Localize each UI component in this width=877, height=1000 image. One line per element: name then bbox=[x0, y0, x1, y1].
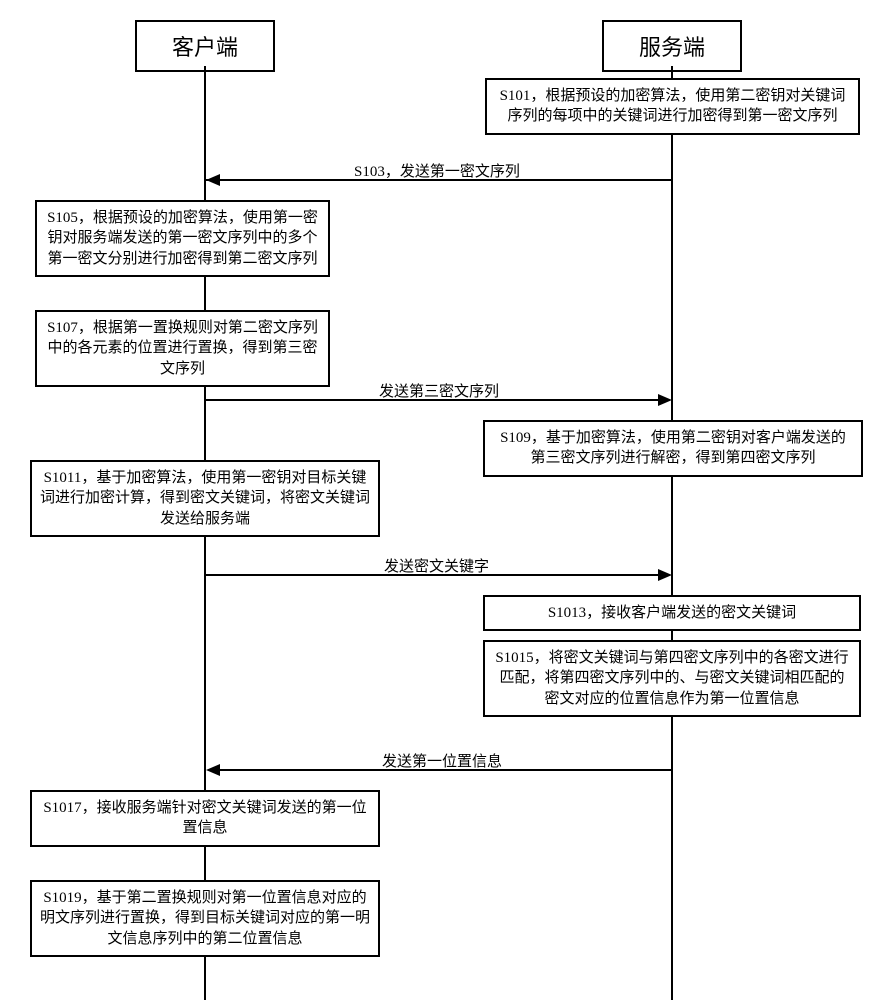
arrowhead-send3 bbox=[658, 394, 672, 406]
step-s105-text: S105，根据预设的加密算法，使用第一密钥对服务端发送的第一密文序列中的多个第一… bbox=[47, 210, 318, 267]
step-s1013-text: S1013，接收客户端发送的密文关键词 bbox=[548, 605, 796, 621]
arrowhead-send-pos bbox=[206, 764, 220, 776]
step-s1015: S1015，将密文关键词与第四密文序列中的各密文进行匹配，将第四密文序列中的、与… bbox=[483, 640, 861, 717]
msg-label-send-pos-text: 发送第一位置信息 bbox=[382, 754, 502, 770]
msg-label-s103: S103，发送第一密文序列 bbox=[350, 160, 524, 181]
msg-label-send3: 发送第三密文序列 bbox=[375, 380, 503, 401]
step-s105: S105，根据预设的加密算法，使用第一密钥对服务端发送的第一密文序列中的多个第一… bbox=[35, 200, 330, 277]
step-s1015-text: S1015，将密文关键词与第四密文序列中的各密文进行匹配，将第四密文序列中的、与… bbox=[495, 650, 848, 707]
lane-header-client: 客户端 bbox=[135, 20, 275, 72]
step-s107-text: S107，根据第一置换规则对第二密文序列中的各元素的位置进行置换，得到第三密文序… bbox=[47, 320, 318, 377]
step-s1013: S1013，接收客户端发送的密文关键词 bbox=[483, 595, 861, 631]
lifeline-server bbox=[671, 66, 673, 1000]
step-s101-text: S101，根据预设的加密算法，使用第二密钥对关键词序列的每项中的关键词进行加密得… bbox=[500, 88, 846, 124]
lane-header-client-label: 客户端 bbox=[172, 35, 238, 60]
arrowhead-s103 bbox=[206, 174, 220, 186]
step-s101: S101，根据预设的加密算法，使用第二密钥对关键词序列的每项中的关键词进行加密得… bbox=[485, 78, 860, 135]
msg-label-send-keyword: 发送密文关键字 bbox=[380, 555, 493, 576]
step-s1017: S1017，接收服务端针对密文关键词发送的第一位置信息 bbox=[30, 790, 380, 847]
step-s109-text: S109，基于加密算法，使用第二密钥对客户端发送的第三密文序列进行解密，得到第四… bbox=[500, 430, 846, 466]
lane-header-server: 服务端 bbox=[602, 20, 742, 72]
step-s1011: S1011，基于加密算法，使用第一密钥对目标关键词进行加密计算，得到密文关键词，… bbox=[30, 460, 380, 537]
lane-header-server-label: 服务端 bbox=[639, 35, 705, 60]
step-s1019: S1019，基于第二置换规则对第一位置信息对应的明文序列进行置换，得到目标关键词… bbox=[30, 880, 380, 957]
step-s1019-text: S1019，基于第二置换规则对第一位置信息对应的明文序列进行置换，得到目标关键词… bbox=[40, 890, 370, 947]
msg-label-send3-text: 发送第三密文序列 bbox=[379, 384, 499, 400]
step-s1011-text: S1011，基于加密算法，使用第一密钥对目标关键词进行加密计算，得到密文关键词，… bbox=[40, 470, 370, 527]
step-s107: S107，根据第一置换规则对第二密文序列中的各元素的位置进行置换，得到第三密文序… bbox=[35, 310, 330, 387]
arrowhead-send-keyword bbox=[658, 569, 672, 581]
msg-label-send-pos: 发送第一位置信息 bbox=[378, 750, 506, 771]
msg-label-s103-text: S103，发送第一密文序列 bbox=[354, 164, 520, 180]
step-s1017-text: S1017，接收服务端针对密文关键词发送的第一位置信息 bbox=[43, 800, 366, 836]
msg-label-send-keyword-text: 发送密文关键字 bbox=[384, 559, 489, 575]
step-s109: S109，基于加密算法，使用第二密钥对客户端发送的第三密文序列进行解密，得到第四… bbox=[483, 420, 863, 477]
